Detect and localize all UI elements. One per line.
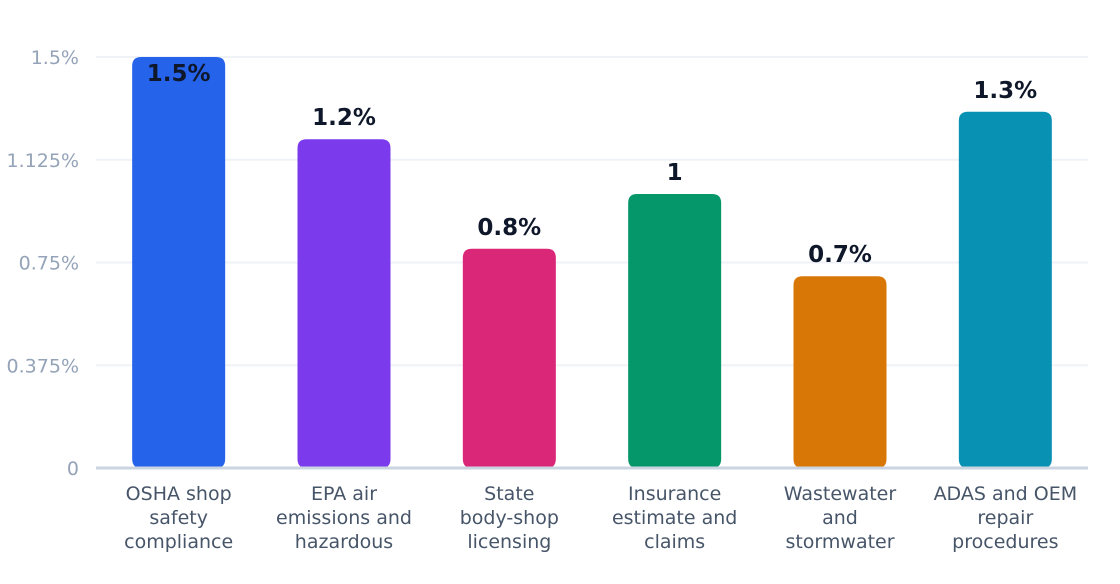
bar-value-label: 0.7% (808, 242, 872, 268)
x-category-label: EPA air emissions and hazardous (276, 483, 412, 553)
bar-4 (628, 194, 722, 468)
bar-value-label: 1 (667, 160, 683, 186)
x-category-label-line: stormwater (785, 531, 894, 553)
x-category-label: State body-shop licensing (460, 483, 559, 553)
y-tick-label: 0 (67, 458, 79, 480)
value-label-layer: 1.5% 1.2% 0.8% 1 0.7% 1.3% (147, 61, 1037, 268)
x-category-label-line: licensing (467, 531, 551, 553)
y-tick-label: 0.75% (19, 253, 79, 275)
x-category-label-line: ADAS and OEM (934, 483, 1078, 505)
x-category-label: Wastewater and stormwater (784, 483, 897, 553)
x-category-label-line: State (484, 483, 534, 505)
y-tick-label: 1.125% (7, 150, 79, 172)
x-category-label-line: claims (644, 531, 705, 553)
bar-5 (793, 276, 887, 468)
bar-value-label: 0.8% (477, 215, 541, 241)
grid-layer (96, 56, 1088, 367)
x-category-label: OSHA shop safety compliance (124, 483, 233, 553)
x-category-label-line: Wastewater (784, 483, 897, 505)
x-category-label-line: Insurance (628, 483, 721, 505)
x-label-layer: OSHA shop safety compliance EPA air emission… (124, 483, 1077, 553)
x-category-label-line: estimate and (612, 507, 737, 529)
y-tick-layer: 0 0.375% 0.75% 1.125% 1.5% (7, 47, 79, 480)
x-category-label-line: hazardous (295, 531, 393, 553)
y-tick-label: 0.375% (7, 355, 79, 377)
bar-2 (297, 139, 391, 468)
x-category-label: Insurance estimate and claims (612, 483, 737, 553)
y-tick-label: 1.5% (31, 47, 79, 69)
x-category-label-line: emissions and (276, 507, 412, 529)
bar-3 (462, 248, 556, 468)
x-category-label-line: OSHA shop (126, 483, 232, 505)
bars-layer (132, 57, 1052, 469)
bar-value-label: 1.5% (147, 61, 211, 87)
x-category-label-line: EPA air (311, 483, 377, 505)
x-category-label: ADAS and OEM repair procedures (934, 483, 1078, 553)
bar-1 (132, 57, 226, 468)
x-category-label-line: procedures (952, 531, 1058, 553)
bar-value-label: 1.2% (312, 105, 376, 131)
bar-value-label: 1.3% (973, 78, 1037, 104)
x-category-label-line: repair (977, 507, 1033, 529)
x-category-label-line: and (822, 507, 858, 529)
bar-6 (958, 111, 1052, 469)
x-category-label-line: compliance (124, 531, 233, 553)
x-category-label-line: body-shop (460, 507, 559, 529)
x-category-label-line: safety (149, 507, 208, 529)
